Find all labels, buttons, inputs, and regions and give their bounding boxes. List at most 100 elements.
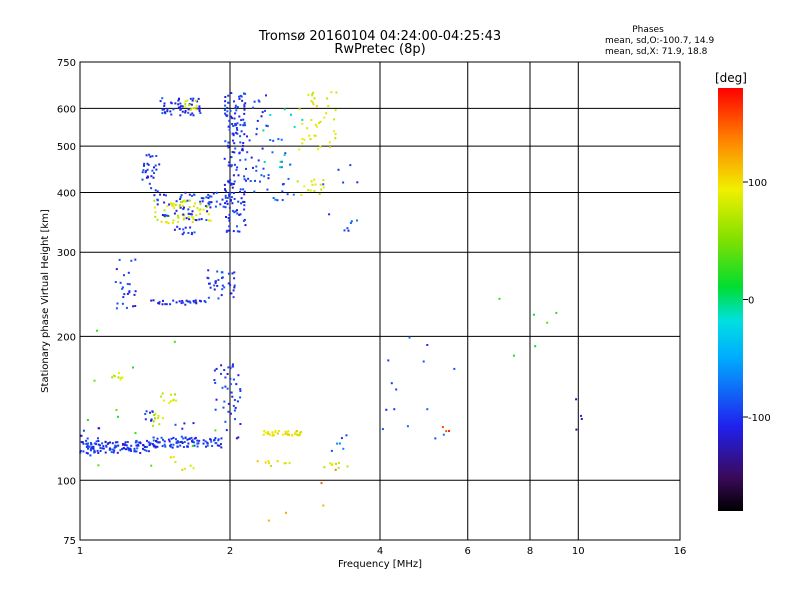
data-point bbox=[580, 414, 582, 417]
data-point bbox=[101, 447, 104, 450]
data-point bbox=[264, 431, 267, 434]
data-point bbox=[311, 94, 314, 97]
data-point bbox=[137, 444, 139, 447]
data-point bbox=[156, 445, 159, 448]
data-point bbox=[269, 139, 272, 141]
data-point bbox=[189, 113, 192, 116]
data-point bbox=[233, 211, 236, 214]
data-point bbox=[188, 213, 191, 215]
data-point bbox=[286, 432, 289, 435]
data-point bbox=[261, 147, 264, 150]
data-point bbox=[217, 438, 220, 441]
data-point bbox=[266, 125, 269, 128]
data-point bbox=[206, 444, 209, 447]
data-point bbox=[188, 206, 191, 209]
data-point bbox=[192, 97, 195, 100]
data-point bbox=[162, 417, 164, 420]
data-point bbox=[236, 225, 238, 228]
data-point bbox=[261, 111, 264, 114]
data-point bbox=[178, 227, 181, 230]
x-tick-labels: 1 2 4 6 8 10 16 bbox=[77, 546, 687, 557]
data-point bbox=[172, 205, 175, 208]
data-point bbox=[182, 208, 185, 210]
data-point bbox=[223, 400, 226, 403]
data-point bbox=[254, 179, 256, 182]
data-point bbox=[224, 112, 227, 115]
y-tick-label: 750 bbox=[57, 58, 76, 69]
data-point bbox=[177, 106, 180, 109]
data-point bbox=[298, 148, 301, 151]
data-point bbox=[108, 447, 111, 450]
data-point bbox=[159, 100, 162, 103]
data-point bbox=[206, 441, 209, 444]
data-point bbox=[229, 377, 232, 380]
data-point bbox=[119, 449, 122, 452]
data-point bbox=[162, 399, 165, 402]
data-point bbox=[395, 388, 398, 391]
data-point bbox=[238, 97, 241, 100]
data-point bbox=[255, 127, 258, 130]
data-point bbox=[79, 449, 82, 452]
data-point bbox=[170, 443, 172, 446]
data-point bbox=[263, 175, 266, 178]
data-point bbox=[231, 272, 234, 275]
y-tick-label: 400 bbox=[57, 188, 76, 199]
data-point bbox=[555, 311, 558, 314]
data-point bbox=[226, 229, 228, 232]
data-point bbox=[186, 445, 189, 448]
data-point bbox=[135, 444, 138, 447]
data-point bbox=[179, 114, 182, 117]
data-point bbox=[163, 108, 166, 111]
data-point bbox=[262, 167, 265, 170]
data-point bbox=[126, 446, 129, 449]
data-point bbox=[150, 299, 153, 302]
data-point bbox=[240, 95, 243, 98]
data-point bbox=[345, 434, 348, 437]
data-point bbox=[301, 142, 304, 145]
data-point bbox=[182, 200, 185, 203]
data-point bbox=[223, 157, 226, 160]
data-point bbox=[284, 433, 287, 435]
data-point bbox=[189, 437, 191, 440]
data-point bbox=[234, 106, 237, 109]
data-point bbox=[148, 182, 151, 185]
data-point bbox=[180, 435, 183, 438]
data-point bbox=[145, 445, 148, 448]
data-point bbox=[225, 429, 228, 432]
data-point bbox=[350, 220, 353, 223]
data-point bbox=[250, 156, 253, 159]
data-point bbox=[318, 122, 320, 124]
data-point bbox=[225, 200, 228, 203]
data-point bbox=[186, 438, 189, 441]
data-point bbox=[167, 438, 170, 441]
data-point bbox=[236, 128, 239, 131]
data-point bbox=[280, 166, 283, 169]
data-point bbox=[179, 198, 182, 201]
stats-x-mode: mean, sd,X: 71.9, 18.8 bbox=[605, 47, 708, 57]
data-point bbox=[121, 286, 124, 289]
data-point bbox=[318, 192, 321, 195]
data-point bbox=[264, 109, 266, 112]
data-point bbox=[193, 441, 195, 444]
data-point bbox=[189, 213, 192, 216]
data-point bbox=[228, 119, 231, 122]
data-point bbox=[177, 441, 180, 444]
data-point bbox=[133, 447, 136, 450]
data-point bbox=[226, 373, 229, 375]
data-point bbox=[179, 102, 182, 105]
data-point bbox=[330, 449, 333, 452]
data-point bbox=[222, 205, 225, 208]
data-point bbox=[190, 436, 193, 439]
colorbar-tick-label: 0 bbox=[748, 296, 754, 307]
data-point bbox=[191, 210, 194, 213]
data-point bbox=[337, 466, 340, 469]
data-point bbox=[117, 415, 119, 418]
data-point bbox=[269, 114, 272, 116]
data-point bbox=[198, 108, 201, 111]
data-point bbox=[236, 166, 239, 169]
colorbar-tick-label: 100 bbox=[748, 178, 767, 189]
data-point bbox=[157, 414, 160, 417]
data-point bbox=[212, 192, 215, 195]
data-point bbox=[183, 199, 186, 202]
data-point bbox=[86, 444, 89, 447]
